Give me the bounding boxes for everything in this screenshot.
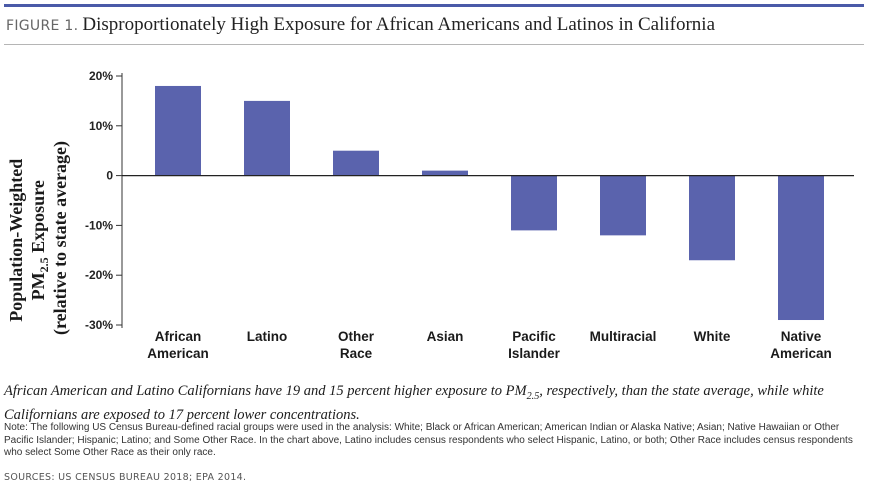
x-category-label: Multiracial (590, 329, 657, 344)
bar (600, 175, 646, 236)
x-category-label: Latino (247, 329, 288, 344)
x-category-label: White (694, 329, 731, 344)
x-category-label: American (147, 346, 209, 361)
figure-note: Note: The following US Census Bureau-def… (4, 422, 853, 458)
bar (511, 175, 557, 231)
y-axis-label-line-1: Population-Weighted (6, 159, 26, 322)
y-tick-label: 0 (106, 169, 113, 183)
x-category-label: Race (340, 346, 373, 361)
x-category-label: Asian (427, 329, 464, 344)
bar (333, 150, 379, 176)
title-rule (4, 44, 864, 45)
y-axis-label-pm: PM (28, 272, 48, 300)
x-category-label: Islander (508, 346, 561, 361)
y-axis-label-exposure: Exposure (28, 180, 48, 257)
x-category-label: Native (781, 329, 822, 344)
figure-sources: SOURCES: US CENSUS BUREAU 2018; EPA 2014… (4, 472, 247, 483)
caption-text-1: African American and Latino Californians… (4, 383, 527, 399)
x-category-label: Other (338, 329, 375, 344)
y-axis-label-line-3: (relative to state average) (50, 141, 71, 335)
bar-chart: Population-Weighted PM2.5 Exposure (rela… (6, 69, 854, 361)
bar (155, 85, 201, 176)
y-tick-label: -30% (85, 318, 113, 332)
x-category-label: Pacific (512, 329, 556, 344)
figure-title: FIGURE 1. Disproportionately High Exposu… (6, 14, 866, 36)
caption-text-2: , respectively, than the state average, … (4, 383, 824, 423)
x-category-label: African (155, 329, 202, 344)
y-tick-label: 20% (89, 69, 113, 83)
y-axis-label: Population-Weighted PM2.5 Exposure (rela… (6, 141, 71, 335)
y-axis-label-subscript: 2.5 (37, 257, 51, 272)
figure-label: FIGURE 1. (6, 18, 79, 34)
bar (689, 175, 735, 261)
y-tick-label: 10% (89, 119, 113, 133)
bar (244, 100, 290, 176)
plot-area: 20% 10% 0 -10% -20% -30% African American Latino… (85, 69, 854, 361)
y-tick-label: -20% (85, 268, 113, 282)
bar (422, 170, 468, 176)
figure-caption: African American and Latino Californians… (4, 382, 864, 424)
caption-subscript: 2.5 (526, 390, 540, 402)
figure-title-text: Disproportionately High Exposure for Afr… (82, 14, 716, 35)
x-category-label: American (770, 346, 832, 361)
top-rule (4, 4, 864, 7)
bar (778, 175, 824, 321)
y-tick-label: -10% (85, 218, 113, 232)
